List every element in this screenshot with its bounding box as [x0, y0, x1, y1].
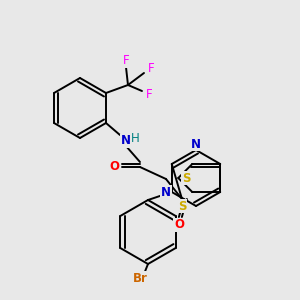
- Text: F: F: [146, 88, 152, 101]
- Text: F: F: [123, 55, 129, 68]
- Text: N: N: [191, 137, 201, 151]
- Text: N: N: [161, 185, 171, 199]
- Text: N: N: [121, 134, 131, 148]
- Text: S: S: [178, 200, 186, 212]
- Text: H: H: [130, 131, 140, 145]
- Text: O: O: [174, 218, 184, 232]
- Text: S: S: [182, 172, 190, 184]
- Text: O: O: [109, 160, 119, 173]
- Text: F: F: [148, 62, 154, 76]
- Text: Br: Br: [133, 272, 147, 284]
